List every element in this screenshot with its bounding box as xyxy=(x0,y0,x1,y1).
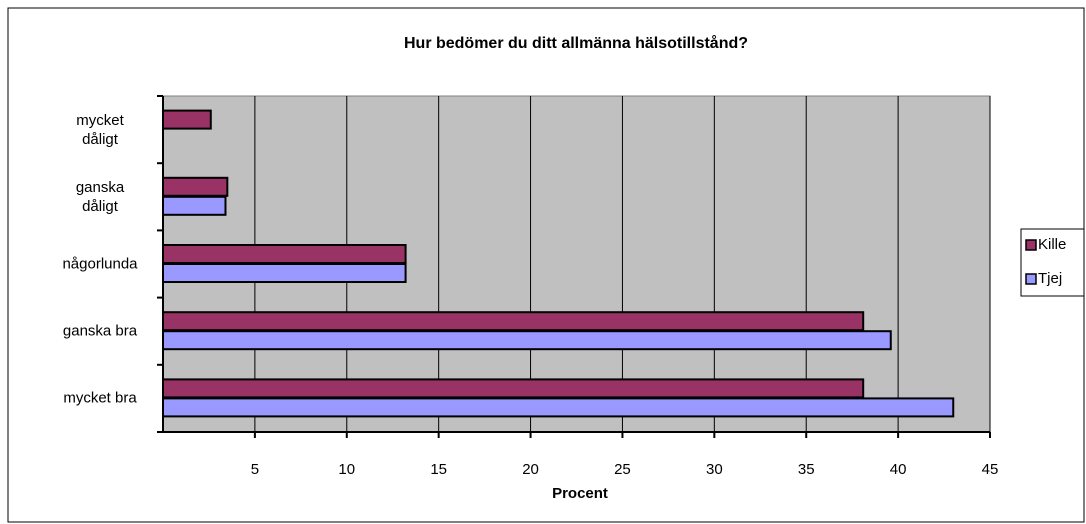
y-tick-label: ganska bra xyxy=(62,322,138,340)
x-tick-label: 25 xyxy=(614,461,631,478)
bar xyxy=(162,263,407,283)
x-axis-label: Procent xyxy=(552,485,608,502)
y-tick-label: mycket dåligt xyxy=(76,111,124,148)
x-tick-label: 45 xyxy=(982,461,999,478)
bar xyxy=(162,330,892,351)
x-tick-label: 30 xyxy=(706,461,723,478)
legend-swatch xyxy=(1025,273,1037,285)
bar xyxy=(162,176,229,197)
x-tick-label: 20 xyxy=(522,461,539,478)
bar xyxy=(162,311,865,332)
bar xyxy=(162,378,865,399)
x-tick-label: 15 xyxy=(430,461,447,478)
x-tick-label: 5 xyxy=(251,461,259,478)
bar xyxy=(162,195,227,216)
y-tick-label: mycket bra xyxy=(63,389,137,407)
x-tick-label: 10 xyxy=(338,461,355,478)
bar xyxy=(162,397,955,418)
x-tick-label: 35 xyxy=(798,461,815,478)
y-tick-label: någorlunda xyxy=(62,255,138,273)
legend-label: Kille xyxy=(1038,236,1066,253)
x-tick-label: 40 xyxy=(890,461,907,478)
chart-title: Hur bedömer du ditt allmänna hälsotillst… xyxy=(404,34,748,52)
bar xyxy=(162,244,407,264)
y-tick-label: ganska dåligt xyxy=(75,178,125,215)
bar xyxy=(162,109,212,130)
legend-label: Tjej xyxy=(1038,270,1062,287)
legend-swatch xyxy=(1025,239,1037,251)
